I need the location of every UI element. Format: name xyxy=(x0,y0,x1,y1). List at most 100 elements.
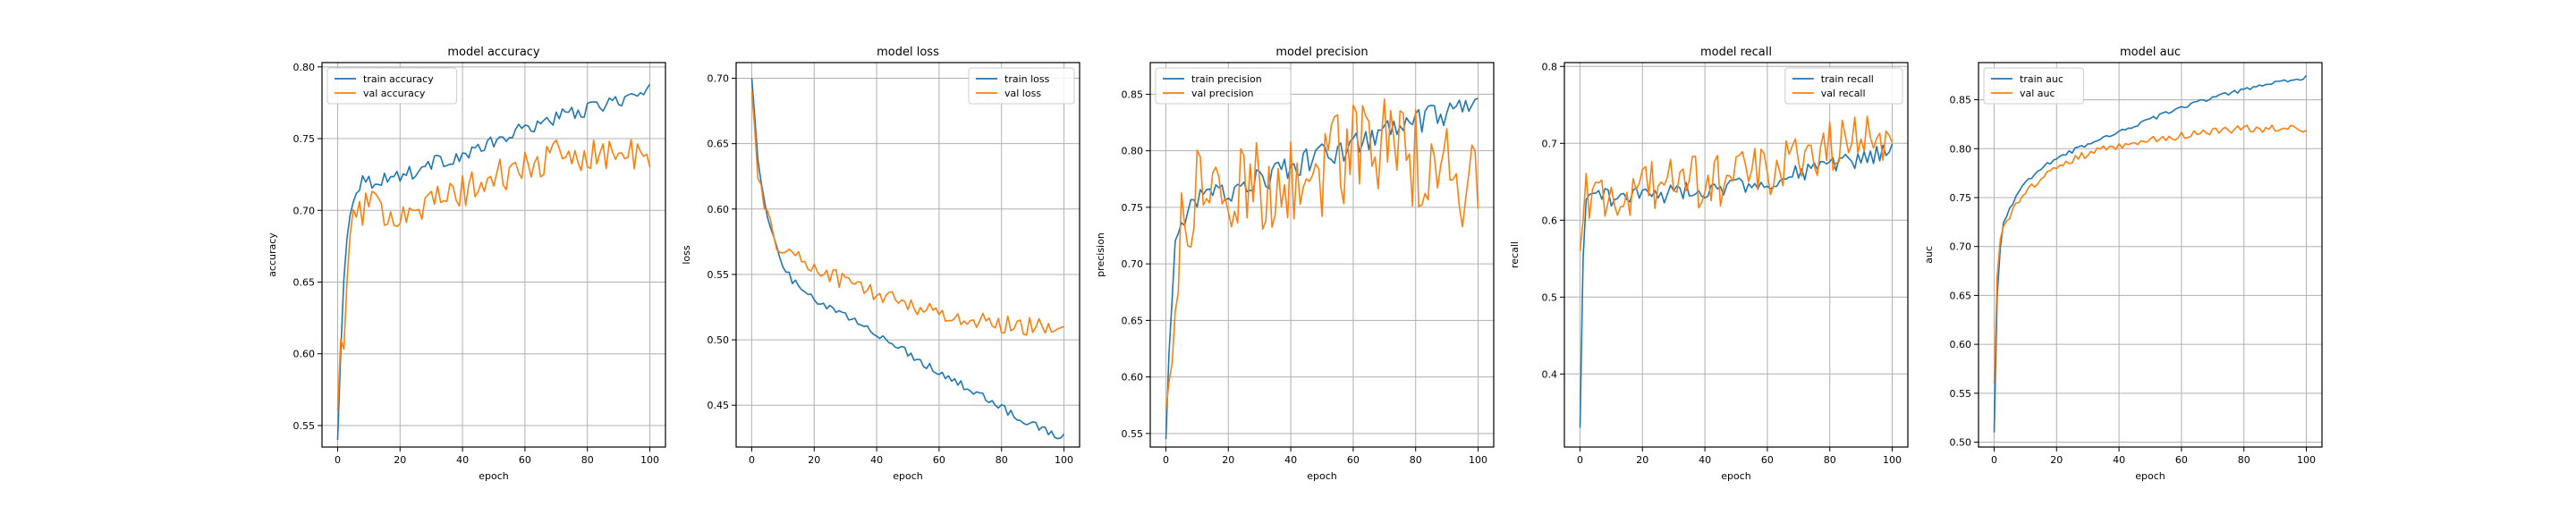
x-tick-label: 60 xyxy=(2175,454,2188,466)
y-tick-label: 0.65 xyxy=(1950,290,1972,301)
y-tick-label: 0.5 xyxy=(1542,291,1558,303)
x-tick-label: 40 xyxy=(870,454,883,466)
chart-model-loss: 0 20 40 60 80 100 0.45 0.50 0.55 0.60 0.65 0.70 mode… xyxy=(681,46,1080,482)
x-tick-label: 80 xyxy=(1410,454,1422,466)
y-tick-label: 0.70 xyxy=(1950,241,1972,253)
y-tick-label: 0.50 xyxy=(1950,437,1972,449)
x-tick-label: 20 xyxy=(394,454,406,466)
x-tick-label: 60 xyxy=(933,454,945,466)
y-tick-label: 0.70 xyxy=(1122,258,1144,270)
chart-title: model recall xyxy=(1700,46,1772,59)
y-tick-label: 0.60 xyxy=(708,204,730,215)
y-tick-label: 0.80 xyxy=(1122,146,1144,157)
y-tick-label: 0.55 xyxy=(293,420,316,432)
legend-box xyxy=(1784,67,1903,105)
chart-model-recall: 0 20 40 60 80 100 0.4 0.5 0.6 0.7 0.8 model recall e… xyxy=(1509,46,1909,482)
legend-label: val loss xyxy=(1004,88,1041,99)
series-line-train-recall xyxy=(1579,143,1894,428)
plot-frame xyxy=(1149,62,1495,448)
x-tick-label: 80 xyxy=(581,454,594,466)
y-tick-label: 0.75 xyxy=(293,133,316,145)
y-tick-label: 0.80 xyxy=(293,62,316,73)
plot-frame xyxy=(321,62,666,448)
plot-frame xyxy=(1563,62,1909,448)
chart-model-auc: 0 20 40 60 80 100 0.50 0.55 0.60 0.65 0.70 0.75 0.80… xyxy=(1923,46,2323,482)
y-tick-label: 0.65 xyxy=(708,139,730,150)
y-tick-label: 0.45 xyxy=(708,400,730,411)
x-tick-label: 0 xyxy=(1577,454,1583,466)
x-tick-label: 100 xyxy=(640,454,659,466)
y-tick-label: 0.55 xyxy=(1950,388,1972,400)
legend-label: val auc xyxy=(2020,88,2055,99)
y-tick-label: 0.7 xyxy=(1542,138,1558,149)
legend: train precision val precision xyxy=(1155,67,1292,105)
legend-label: val precision xyxy=(1191,88,1253,99)
x-axis-label: epoch xyxy=(1721,470,1751,482)
series-line-val-loss xyxy=(750,91,1064,336)
legend: train auc val auc xyxy=(1983,67,2084,105)
y-axis-label: accuracy xyxy=(267,232,278,277)
series-line-train-accuracy xyxy=(336,83,651,441)
x-tick-label: 0 xyxy=(335,454,341,466)
series-line-train-auc xyxy=(1993,74,2308,433)
x-tick-label: 100 xyxy=(1055,454,1073,466)
x-tick-label: 60 xyxy=(1347,454,1360,466)
legend-box xyxy=(1155,67,1292,105)
chart-model-accuracy: 0 20 40 60 80 100 0.55 0.60 0.65 0.70 0.75 0.80 mode… xyxy=(267,46,666,482)
legend-label: train precision xyxy=(1191,73,1262,85)
legend-label: train loss xyxy=(1004,73,1050,85)
chart-model-precision: 0 20 40 60 80 100 0.55 0.60 0.65 0.70 0.75 0.80 0.85… xyxy=(1095,46,1495,482)
y-tick-label: 0.65 xyxy=(1122,315,1144,326)
x-tick-label: 40 xyxy=(2113,454,2125,466)
y-tick-label: 0.65 xyxy=(293,276,316,288)
x-tick-label: 20 xyxy=(808,454,820,466)
plot-frame xyxy=(1978,62,2323,448)
chart-title: model auc xyxy=(2120,46,2181,59)
y-tick-label: 0.55 xyxy=(1122,428,1144,440)
x-tick-label: 100 xyxy=(1469,454,1487,466)
x-tick-label: 0 xyxy=(1991,454,1997,466)
legend-label: train auc xyxy=(2020,73,2063,85)
plot-frame xyxy=(735,62,1080,448)
series-line-train-loss xyxy=(750,78,1065,440)
y-tick-label: 0.75 xyxy=(1122,202,1144,214)
x-tick-label: 20 xyxy=(1222,454,1234,466)
y-tick-label: 0.60 xyxy=(1122,372,1144,384)
x-tick-label: 60 xyxy=(1761,454,1774,466)
y-tick-label: 0.60 xyxy=(1950,339,1972,350)
y-axis-label: auc xyxy=(1923,246,1935,264)
legend: train accuracy val accuracy xyxy=(326,67,457,105)
x-tick-label: 0 xyxy=(1163,454,1169,466)
legend-label: val recall xyxy=(1821,88,1866,99)
y-tick-label: 0.80 xyxy=(1950,143,1972,155)
y-tick-label: 0.70 xyxy=(708,73,730,85)
x-tick-label: 100 xyxy=(2297,454,2316,466)
series-line-val-auc xyxy=(1993,124,2307,384)
x-tick-label: 100 xyxy=(1883,454,1902,466)
legend-box xyxy=(968,67,1075,105)
y-tick-label: 0.85 xyxy=(1950,95,1972,106)
legend: train loss val loss xyxy=(968,67,1075,105)
y-tick-label: 0.50 xyxy=(708,334,730,346)
legend-label: val accuracy xyxy=(363,88,426,99)
series-line-val-recall xyxy=(1579,115,1894,251)
legend-label: train recall xyxy=(1821,73,1874,85)
x-axis-label: epoch xyxy=(479,470,509,482)
x-tick-label: 40 xyxy=(1699,454,1711,466)
y-tick-label: 0.8 xyxy=(1542,61,1558,72)
series-line-val-precision xyxy=(1165,98,1479,411)
x-axis-label: epoch xyxy=(2135,470,2165,482)
y-tick-label: 0.85 xyxy=(1122,89,1144,100)
x-tick-label: 0 xyxy=(749,454,755,466)
series-line-train-precision xyxy=(1165,97,1479,440)
chart-title: model loss xyxy=(877,46,939,59)
legend-label: train accuracy xyxy=(363,73,434,85)
x-tick-label: 60 xyxy=(519,454,531,466)
series-line-val-accuracy xyxy=(336,139,651,411)
x-tick-label: 20 xyxy=(1636,454,1648,466)
y-tick-label: 0.75 xyxy=(1950,192,1972,204)
chart-title: model precision xyxy=(1275,46,1368,59)
x-tick-label: 40 xyxy=(456,454,469,466)
